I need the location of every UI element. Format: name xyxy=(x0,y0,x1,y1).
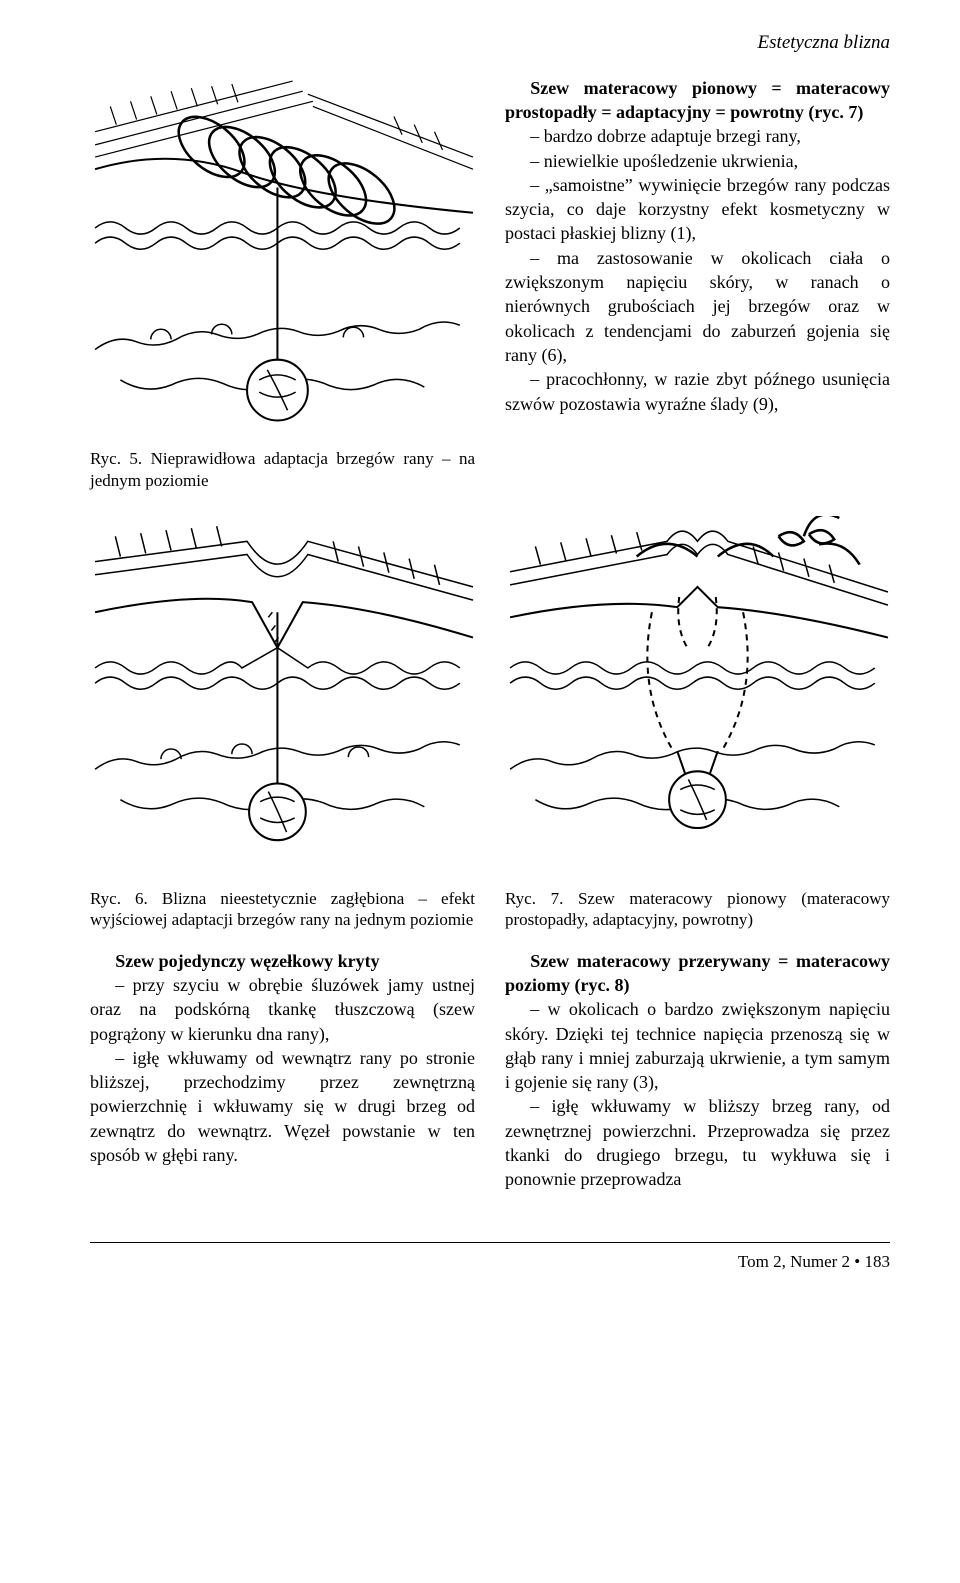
row-mid xyxy=(90,516,890,850)
para-b5: – pracochłonny, w razie zbyt późnego usu… xyxy=(505,367,890,416)
row-top: Ryc. 5. Nieprawidłowa adaptacja brzegów … xyxy=(90,76,890,491)
para-rb2: – igłę wkłuwamy w bliższy brzeg rany, od… xyxy=(505,1094,890,1191)
para-b1: – bardzo dobrze adaptuje brzegi rany, xyxy=(505,124,890,148)
figure-5-svg xyxy=(90,76,475,441)
para-lb1: – przy szyciu w obrębie śluzówek jamy us… xyxy=(90,973,475,1046)
para-b4: – ma zastosowanie w okolicach ciała o zw… xyxy=(505,246,890,367)
col-right-top: Szew materacowy pionowy = materacowy pro… xyxy=(505,76,890,491)
heading-materacowy-przerywany: Szew materacowy przerywany = materacowy … xyxy=(505,949,890,998)
col-left-bot: Ryc. 6. Blizna nieestetycznie zagłębiona… xyxy=(90,880,475,1191)
para-lb2: – igłę wkłuwamy od wewnątrz rany po stro… xyxy=(90,1046,475,1167)
figure-6 xyxy=(90,516,475,850)
col-right-bot: Ryc. 7. Szew materacowy pionowy (materac… xyxy=(505,880,890,1191)
row-bottom: Ryc. 6. Blizna nieestetycznie zagłębiona… xyxy=(90,880,890,1191)
para-rb1: – w okolicach o bardzo zwiększonym napię… xyxy=(505,997,890,1094)
figure-6-caption: Ryc. 6. Blizna nieestetycznie zagłębiona… xyxy=(90,888,475,931)
para-b2: – niewielkie upośledzenie ukrwienia, xyxy=(505,149,890,173)
figure-7-svg xyxy=(505,516,890,850)
figure-6-svg xyxy=(90,516,475,850)
figure-5-caption: Ryc. 5. Nieprawidłowa adaptacja brzegów … xyxy=(90,448,475,491)
figure-7 xyxy=(505,516,890,850)
heading-wezelkowy-kryty: Szew pojedynczy węzełkowy kryty xyxy=(90,949,475,973)
col-left-top: Ryc. 5. Nieprawidłowa adaptacja brzegów … xyxy=(90,76,475,491)
para-b3: – „samoistne” wywinięcie brzegów rany po… xyxy=(505,173,890,246)
figure-5 xyxy=(90,76,475,441)
running-header: Estetyczna blizna xyxy=(90,30,890,56)
figure-7-caption: Ryc. 7. Szew materacowy pionowy (materac… xyxy=(505,888,890,931)
heading-materacowy-pionowy: Szew materacowy pionowy = materacowy pro… xyxy=(505,76,890,125)
page-footer: Tom 2, Numer 2 • 183 xyxy=(90,1242,890,1274)
